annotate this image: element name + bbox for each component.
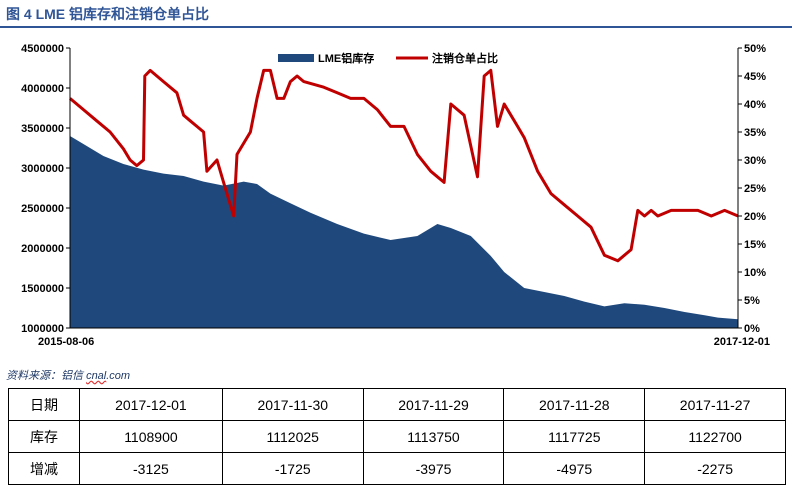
legend-swatch-inventory bbox=[278, 54, 314, 62]
title-divider bbox=[0, 26, 792, 28]
table-cell: 1117725 bbox=[503, 420, 646, 453]
y-right-tick-label: 35% bbox=[744, 127, 766, 139]
y-right-tick-label: 25% bbox=[744, 183, 766, 195]
table-cell: 1112025 bbox=[221, 420, 364, 453]
series-area-inventory bbox=[70, 136, 738, 328]
table-cell: -1725 bbox=[221, 452, 364, 485]
table-row-change: 增减 -3125 -1725 -3975 -4975 -2275 bbox=[8, 452, 786, 485]
plot-area bbox=[69, 68, 739, 328]
table-row-inventory: 库存 1108900 1112025 1113750 1117725 11227… bbox=[8, 420, 786, 453]
row-header-change: 增减 bbox=[8, 452, 80, 485]
legend-label-inventory: LME铝库存 bbox=[318, 51, 374, 65]
y-right-tick-label: 0% bbox=[744, 323, 760, 335]
y-right-tick-label: 40% bbox=[744, 99, 766, 111]
y-right-tick-label: 15% bbox=[744, 239, 766, 251]
y-right-tick-label: 5% bbox=[744, 295, 760, 307]
row-header-inventory: 库存 bbox=[8, 420, 80, 453]
y-right-tick-label: 50% bbox=[744, 43, 766, 55]
table-cell: -4975 bbox=[503, 452, 646, 485]
y-right-tick-label: 45% bbox=[744, 71, 766, 83]
y-left-tick-label: 2500000 bbox=[21, 203, 64, 215]
y-right-tick-label: 10% bbox=[744, 267, 766, 279]
table-cell: 2017-12-01 bbox=[79, 388, 223, 421]
table-cell: -2275 bbox=[644, 452, 786, 485]
x-tick-label-start: 2015-08-06 bbox=[38, 336, 94, 348]
inventory-table: 日期 2017-12-01 2017-11-30 2017-11-29 2017… bbox=[8, 388, 786, 485]
y-left-tick-label: 3500000 bbox=[21, 123, 64, 135]
source-suffix: .com bbox=[106, 370, 131, 382]
series-line-ratio bbox=[69, 68, 739, 263]
source-brand: cnal bbox=[86, 370, 107, 382]
table-cell: 1113750 bbox=[362, 420, 505, 453]
y-left-tick-label: 2000000 bbox=[21, 243, 64, 255]
table-cell: 2017-11-30 bbox=[221, 388, 364, 421]
x-tick-label-end: 2017-12-01 bbox=[714, 336, 770, 348]
y-left-tick-label: 4000000 bbox=[21, 83, 64, 95]
table-cell: -3125 bbox=[79, 452, 223, 485]
source-note: 资料来源：铝信 cnal.com bbox=[6, 367, 130, 383]
table-cell: -3975 bbox=[362, 452, 505, 485]
axes: 4500000 4000000 3500000 3000000 2500000 20000… bbox=[21, 43, 770, 348]
y-left-tick-label: 1500000 bbox=[21, 283, 64, 295]
inventory-ratio-chart: 4500000 4000000 3500000 3000000 2500000 20000… bbox=[21, 43, 770, 348]
row-header-date: 日期 bbox=[8, 388, 80, 421]
table-cell: 2017-11-28 bbox=[503, 388, 646, 421]
figure-title: 图 4 LME 铝库存和注销仓单占比 bbox=[6, 6, 210, 22]
table-cell: 1122700 bbox=[644, 420, 786, 453]
table-row-dates: 日期 2017-12-01 2017-11-30 2017-11-29 2017… bbox=[8, 388, 786, 421]
table-cell: 1108900 bbox=[79, 420, 223, 453]
y-left-tick-label: 1000000 bbox=[21, 323, 64, 335]
y-left-tick-label: 4500000 bbox=[21, 43, 64, 55]
table-cell: 2017-11-29 bbox=[362, 388, 505, 421]
y-right-tick-label: 30% bbox=[744, 155, 766, 167]
legend: LME铝库存 注销仓单占比 bbox=[278, 51, 498, 65]
y-right-tick-label: 20% bbox=[744, 211, 766, 223]
table-cell: 2017-11-27 bbox=[644, 388, 786, 421]
y-left-tick-label: 3000000 bbox=[21, 163, 64, 175]
source-prefix: 资料来源：铝信 bbox=[6, 370, 87, 382]
legend-label-ratio: 注销仓单占比 bbox=[432, 51, 498, 65]
